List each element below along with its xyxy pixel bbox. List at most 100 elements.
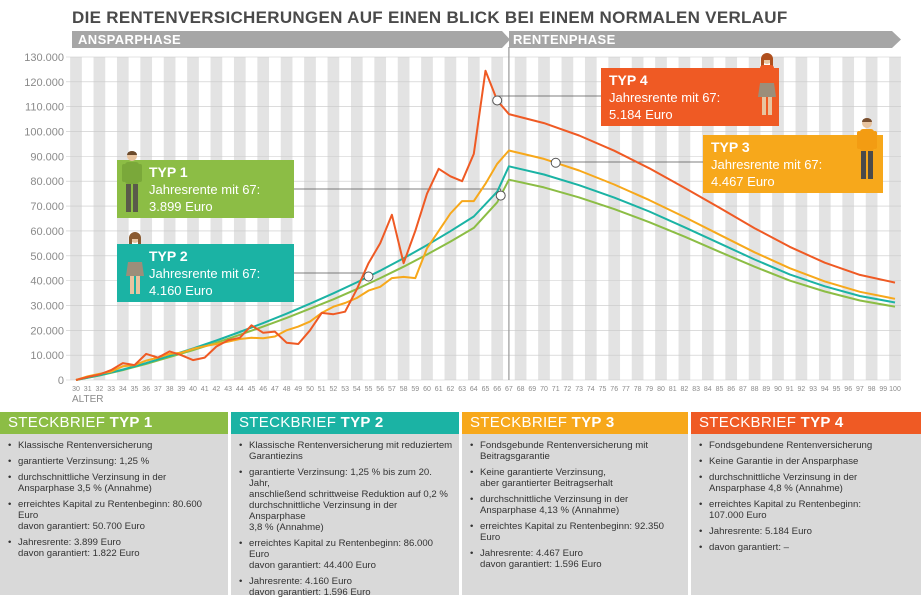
x-tick-label: 72 [564, 386, 572, 393]
callout-typ1-line1: Jahresrente mit 67: [149, 182, 261, 197]
callout-typ1: TYP 1 Jahresrente mit 67: 3.899 Euro [117, 160, 294, 218]
steckbrief-item: Klassische Rentenversicherung [8, 440, 222, 451]
x-tick-label: 78 [634, 386, 642, 393]
steckbrief-typ3-prefix: STECKBRIEF [470, 414, 572, 431]
x-tick-label: 68 [517, 386, 525, 393]
point-marker [363, 271, 374, 282]
x-tick-label: 91 [786, 386, 794, 393]
age-stripe [842, 57, 855, 380]
series-line-typ1 [75, 178, 896, 381]
y-tick-label: 130.000 [24, 52, 64, 64]
x-tick-label: 59 [411, 386, 419, 393]
x-tick-label: 95 [833, 386, 841, 393]
age-stripe [538, 57, 550, 380]
callout-typ2-title: TYP 2 [149, 248, 188, 264]
x-tick-label: 66 [493, 386, 501, 393]
age-stripe [514, 57, 527, 380]
x-tick-label: 69 [528, 386, 536, 393]
steckbrief-typ2-list: Klassische Rentenversicherung mit reduzi… [231, 440, 459, 598]
callout-typ3-title: TYP 3 [711, 139, 750, 155]
y-tick-label: 20.000 [30, 325, 64, 337]
x-tick-label: 64 [470, 386, 478, 393]
point-marker [495, 190, 506, 201]
steckbrief-item: Keine Garantie in der Ansparphase [699, 456, 915, 467]
steckbrief-item: durchschnittliche Verzinsung in der Ansp… [8, 472, 222, 494]
y-tick-label: 10.000 [30, 350, 64, 362]
x-tick-label: 65 [482, 386, 490, 393]
steckbrief-typ1-header: STECKBRIEF TYP 1 [0, 412, 228, 434]
callout-typ2: TYP 2 Jahresrente mit 67: 4.160 Euro [117, 244, 294, 302]
steckbrief-item: Fondsgebundene Rentenversicherung [699, 440, 915, 451]
steckbrief-item: Jahresrente: 4.467 Euro davon garantiert… [470, 548, 682, 570]
steckbrief-typ4: STECKBRIEF TYP 4 Fondsgebundene Rentenve… [691, 412, 921, 595]
y-tick-label: 40.000 [30, 276, 64, 288]
x-tick-label: 96 [844, 386, 852, 393]
x-tick-label: 49 [294, 386, 302, 393]
callout-typ4: TYP 4 Jahresrente mit 67: 5.184 Euro [601, 68, 779, 126]
x-tick-label: 41 [201, 386, 209, 393]
x-tick-label: 100 [889, 386, 901, 393]
ansparphase-bar [72, 31, 510, 48]
x-tick-label: 92 [798, 386, 806, 393]
x-tick-label: 45 [248, 386, 256, 393]
y-tick-label: 80.000 [30, 176, 64, 188]
steckbrief-item: garantierte Verzinsung: 1,25 % [8, 456, 222, 467]
x-tick-label: 94 [821, 386, 829, 393]
age-stripe [491, 57, 504, 380]
steckbrief-typ1-list: Klassische Rentenversicherung garantiert… [0, 440, 228, 559]
age-stripe [889, 57, 901, 380]
age-stripe [701, 57, 714, 380]
y-tick-label: 110.000 [25, 102, 64, 114]
age-stripe [584, 57, 597, 380]
line-chart: 0 10.000 20.000 30.000 40.000 50.000 60.000 70.… [24, 47, 901, 405]
x-axis-label: ALTER [72, 394, 104, 405]
age-stripe [70, 57, 82, 380]
steckbrief-item: garantierte Verzinsung: 1,25 % bis zum 2… [239, 467, 453, 533]
x-tick-label: 56 [376, 386, 384, 393]
steckbrief-item: Jahresrente: 3.899 Euro davon garantiert… [8, 537, 222, 559]
callout-typ3: TYP 3 Jahresrente mit 67: 4.467 Euro [703, 135, 883, 193]
x-tick-label: 76 [610, 386, 618, 393]
x-tick-label: 43 [224, 386, 232, 393]
x-tick-label: 52 [330, 386, 338, 393]
x-tick-label: 58 [400, 386, 408, 393]
age-stripe [444, 57, 457, 380]
age-stripe [818, 57, 831, 380]
age-stripe [748, 57, 761, 380]
x-tick-label: 98 [868, 386, 876, 393]
callout-typ2-line1: Jahresrente mit 67: [149, 266, 261, 281]
x-tick-label: 99 [879, 386, 887, 393]
steckbrief-typ2-header: STECKBRIEF TYP 2 [231, 412, 459, 434]
x-tick-label: 90 [774, 386, 782, 393]
callout-typ3-line1: Jahresrente mit 67: [711, 157, 823, 172]
x-tick-label: 97 [856, 386, 864, 393]
x-tick-label: 74 [587, 386, 595, 393]
x-tick-label: 89 [762, 386, 770, 393]
y-tick-label: 120.000 [24, 77, 64, 89]
age-stripe [280, 57, 293, 380]
x-tick-label: 35 [131, 386, 139, 393]
x-tick-label: 84 [704, 386, 712, 393]
series-line-typ4 [75, 69, 896, 381]
x-tick-label: 93 [809, 386, 817, 393]
age-stripe [561, 57, 574, 380]
x-tick-label: 77 [622, 386, 630, 393]
steckbrief-item: Jahresrente: 4.160 Euro davon garantiert… [239, 576, 453, 598]
person-typ3-icon [857, 118, 877, 179]
x-tick-label: 36 [142, 386, 150, 393]
steckbrief-item: Fondsgebunde Rentenversicherung mit Beit… [470, 440, 682, 462]
x-tick-label: 37 [154, 386, 162, 393]
y-tick-label: 100.000 [24, 127, 64, 139]
y-tick-label: 50.000 [30, 251, 64, 263]
person-typ4-icon [758, 53, 776, 115]
age-stripe [467, 57, 480, 380]
y-tick-label: 30.000 [30, 300, 64, 312]
steckbrief-typ3-header: STECKBRIEF TYP 3 [462, 412, 688, 434]
person-typ2-icon [126, 232, 144, 294]
steckbrief-typ4-header: STECKBRIEF TYP 4 [691, 412, 921, 434]
x-tick-label: 62 [447, 386, 455, 393]
x-tick-label: 46 [259, 386, 267, 393]
x-tick-label: 75 [599, 386, 607, 393]
steckbrief-item: Klassische Rentenversicherung mit reduzi… [239, 440, 453, 462]
x-tick-label: 88 [751, 386, 759, 393]
